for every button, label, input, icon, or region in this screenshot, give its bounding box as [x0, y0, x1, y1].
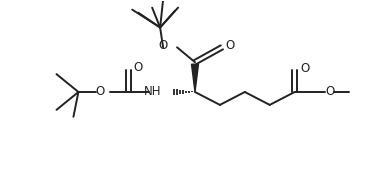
Text: O: O [300, 62, 309, 75]
Text: O: O [133, 61, 143, 74]
Text: O: O [326, 86, 335, 98]
Polygon shape [192, 64, 199, 92]
Text: O: O [225, 39, 234, 52]
Text: O: O [158, 39, 168, 52]
Text: O: O [95, 86, 104, 98]
Text: NH: NH [144, 86, 161, 98]
